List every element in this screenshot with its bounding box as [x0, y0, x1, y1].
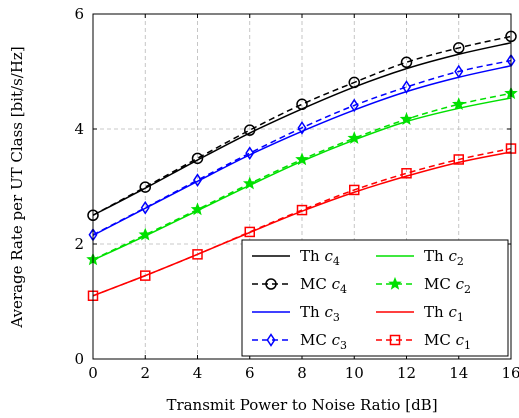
x-tick-label: 4: [193, 364, 203, 382]
legend-swatch-marker: [389, 334, 401, 346]
data-point: [401, 168, 412, 179]
legend-label: MC c3: [300, 331, 347, 352]
data-point: [244, 226, 255, 238]
y-tick-label: 0: [74, 350, 84, 368]
legend-entry: MC c3: [252, 331, 347, 352]
data-point: [453, 154, 464, 165]
legend-entry: MC c2: [376, 275, 471, 296]
legend-entry: MC c1: [376, 331, 471, 352]
series-layer: [86, 30, 518, 301]
x-tick-label: 2: [140, 364, 150, 382]
series-mc-c2: [86, 86, 518, 266]
data-point: [140, 200, 150, 215]
legend-box: [241, 239, 509, 357]
legend-label: Th c2: [424, 247, 464, 268]
x-tick-label: 8: [297, 364, 307, 382]
data-point: [140, 270, 151, 281]
data-point: [297, 120, 307, 135]
data-point: [348, 76, 360, 89]
data-point: [193, 173, 202, 188]
series-line: [92, 59, 512, 236]
data-point: [349, 98, 359, 113]
x-tick-label: 6: [245, 364, 255, 382]
legend-label: Th c1: [424, 303, 464, 324]
legend-entry: Th c3: [252, 303, 340, 324]
data-point: [242, 176, 257, 190]
x-tick-label: 12: [397, 364, 416, 382]
y-tick-label: 2: [74, 235, 84, 253]
data-point: [454, 64, 464, 79]
data-point: [453, 42, 465, 54]
data-point: [191, 152, 204, 165]
data-point: [139, 181, 151, 193]
data-point: [245, 146, 255, 161]
data-point: [244, 124, 256, 136]
series-mc-c1: [87, 143, 517, 301]
data-point: [349, 184, 360, 196]
legend-label: MC c4: [300, 275, 347, 296]
x-tick-label: 0: [88, 364, 98, 382]
data-point: [296, 98, 308, 111]
legend-entry: Th c4: [252, 247, 340, 268]
y-axis-label: Average Rate per UT Class [bit/s/Hz]: [8, 46, 26, 328]
data-point: [451, 97, 466, 111]
legend-label: Th c3: [300, 303, 340, 324]
x-axis-label: Transmit Power to Noise Ratio [dB]: [166, 396, 437, 414]
data-point: [192, 249, 203, 260]
legend-label: MC c1: [424, 331, 471, 352]
legend-swatch-marker: [266, 333, 276, 347]
legend-entry: MC c4: [252, 275, 347, 296]
ticks: 0 2 4 6 8 10 12 14 16 0 2 4 6: [74, 5, 519, 382]
data-point: [138, 227, 153, 241]
y-tick-label: 4: [74, 120, 84, 138]
data-point: [296, 204, 308, 216]
y-tick-label: 6: [74, 5, 84, 23]
legend: Th c4 MC c4 Th c3 MC c3 Th c2 MC c2 Th c1 MC c1: [241, 239, 509, 357]
legend-entry: Th c1: [376, 303, 464, 324]
legend-swatch-marker: [388, 276, 402, 290]
x-tick-label: 16: [501, 364, 519, 382]
data-point: [295, 152, 309, 166]
legend-label: Th c4: [300, 247, 340, 268]
x-tick-label: 10: [345, 364, 364, 382]
legend-swatch-marker: [265, 278, 277, 290]
data-point: [347, 131, 362, 144]
data-point: [402, 80, 411, 94]
data-point: [400, 56, 413, 69]
series-line: [92, 147, 512, 297]
data-point: [399, 112, 414, 125]
legend-label: MC c2: [424, 275, 471, 296]
legend-entry: Th c2: [376, 247, 464, 268]
x-tick-label: 14: [449, 364, 468, 382]
data-point: [190, 202, 205, 216]
